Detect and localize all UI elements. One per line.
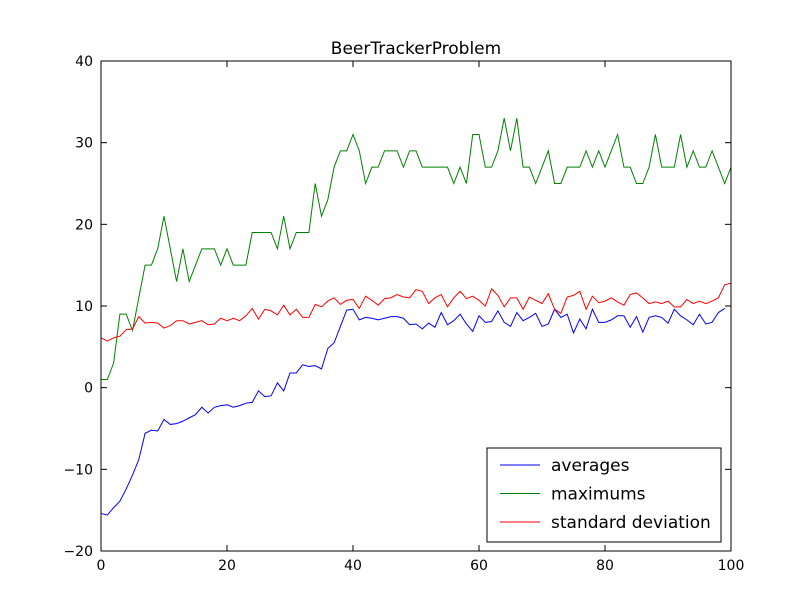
series-line-maximums [101, 118, 732, 380]
series-line-averages [100, 307, 725, 516]
y-tick-label: 10 [75, 299, 93, 315]
x-tick-label: 80 [596, 558, 614, 574]
legend-label: standard deviation [551, 513, 711, 533]
x-tick-label: 100 [718, 558, 745, 574]
series-layer [100, 118, 732, 516]
series-line-standard-deviation [100, 282, 732, 342]
x-tick-label: 20 [218, 558, 236, 574]
x-tick-label: 60 [470, 558, 488, 574]
x-tick-label: 40 [344, 558, 362, 574]
legend-label: averages [551, 456, 630, 476]
y-tick-label: −10 [63, 462, 93, 478]
axes-ticks: 0 20 40 60 80 100 −20 −10 0 10 20 30 40 [63, 54, 744, 574]
legend-label: maximums [551, 485, 646, 505]
legend-box [486, 447, 722, 543]
y-tick-label: 30 [75, 136, 93, 152]
y-tick-label: 20 [75, 217, 93, 233]
y-tick-label: 0 [84, 381, 93, 397]
x-tick-label: 0 [97, 558, 106, 574]
y-tick-label: −20 [63, 544, 93, 560]
y-tick-label: 40 [75, 54, 93, 70]
chart-title: BeerTrackerProblem [331, 39, 501, 59]
legend: averages maximums standard deviation [486, 447, 722, 543]
